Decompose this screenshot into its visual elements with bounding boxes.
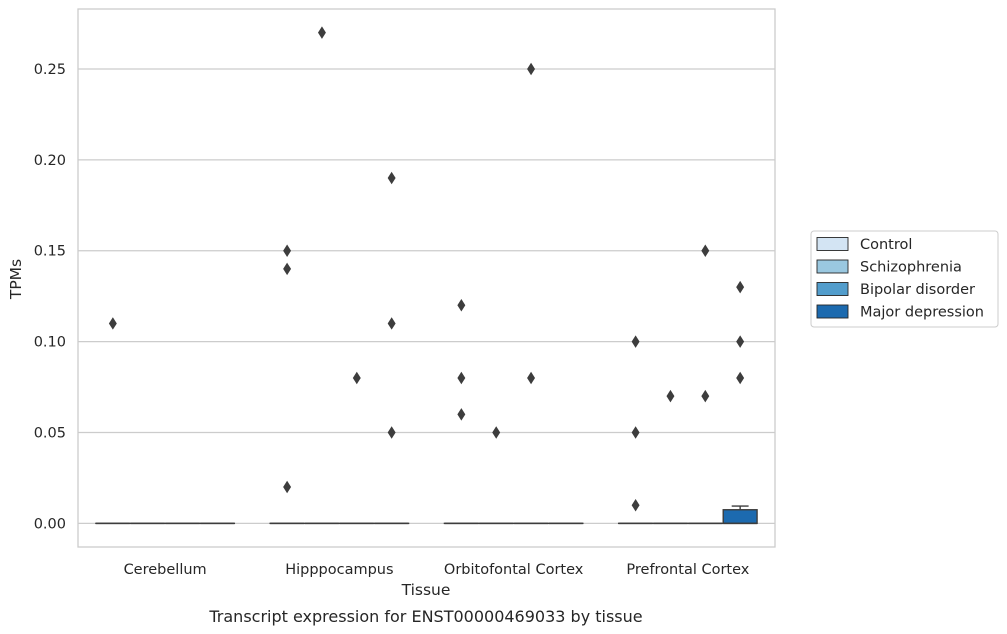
x-tick-label: Orbitofontal Cortex (444, 562, 584, 578)
grid-lines (78, 68, 775, 524)
chart-caption: Transcript expression for ENST0000046903… (208, 607, 642, 626)
outlier-point (457, 299, 466, 312)
outlier-point (283, 262, 292, 276)
outlier-point (283, 244, 292, 257)
outlier-point (736, 371, 745, 385)
series-marks (95, 26, 758, 525)
legend-swatch (816, 282, 849, 296)
y-tick-label: 0.00 (34, 516, 66, 532)
legend-label: Control (860, 237, 912, 253)
outlier-point (701, 244, 710, 257)
outlier-point (108, 317, 117, 330)
outlier-point (387, 426, 396, 439)
outlier-point (283, 480, 292, 494)
outlier-point (631, 498, 640, 512)
y-tick-label: 0.25 (34, 62, 66, 78)
y-tick-label: 0.05 (34, 425, 66, 441)
x-tick-label: Prefrontal Cortex (626, 562, 749, 578)
outlier-point (701, 389, 710, 403)
outlier-point (527, 371, 536, 385)
legend-swatch (816, 237, 849, 251)
y-tick-label: 0.20 (34, 153, 66, 169)
outlier-point (736, 335, 745, 348)
legend-frame (810, 230, 999, 328)
legend-label: Bipolar disorder (860, 282, 975, 298)
outlier-point (631, 335, 640, 348)
y-tick-label: 0.15 (34, 244, 66, 260)
legend-label: Schizophrenia (860, 260, 962, 276)
y-axis-title: TPMs (7, 259, 25, 300)
x-axis-ticks: Cerebellum Hipppocampus Orbitofontal Corte… (124, 562, 750, 578)
outlier-point (352, 371, 361, 385)
legend-label: Major depression (860, 305, 984, 321)
y-tick-label: 0.10 (34, 335, 66, 351)
outlier-point (736, 280, 745, 294)
legend[interactable]: Control Schizophrenia Bipolar disorder Majo… (810, 230, 999, 328)
outlier-point (387, 171, 396, 185)
x-tick-label: Cerebellum (124, 562, 207, 578)
outlier-point (666, 389, 675, 403)
legend-swatch (816, 259, 849, 274)
y-axis-ticks: 0.00 0.05 0.10 0.15 0.20 0.25 (34, 62, 66, 532)
outlier-point (317, 26, 326, 39)
box (722, 509, 758, 525)
x-tick-label: Hipppocampus (285, 562, 393, 578)
outlier-point (631, 426, 640, 439)
outlier-point (492, 426, 501, 439)
outlier-point (387, 317, 396, 330)
x-axis-title: Tissue (401, 581, 451, 599)
outlier-point (457, 371, 466, 385)
outlier-point (457, 408, 466, 421)
plot-frame (77, 8, 776, 548)
outlier-point (527, 62, 536, 76)
legend-swatch (816, 304, 849, 319)
